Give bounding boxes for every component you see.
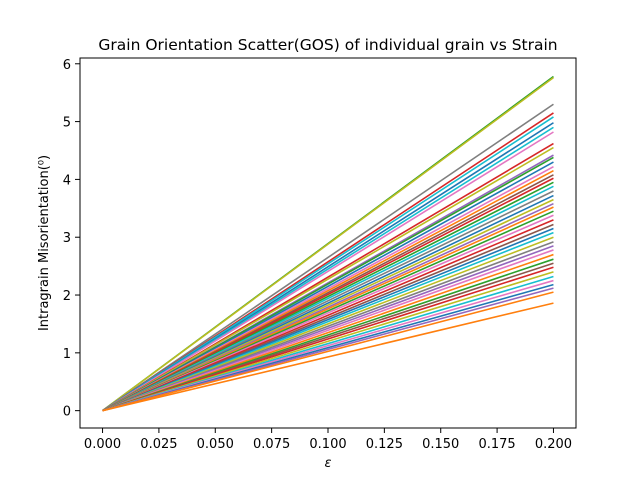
x-axis-label: ε [324, 456, 331, 471]
x-tick-label: 0.100 [309, 437, 346, 452]
x-tick-label: 0.125 [366, 437, 403, 452]
series-layer [102, 75, 554, 412]
chart-title: Grain Orientation Scatter(GOS) of indivi… [98, 36, 557, 54]
series-line-44 [102, 302, 554, 412]
series-line-1 [102, 77, 554, 412]
y-tick-label: 1 [63, 347, 71, 362]
y-axis-label: Intragrain Misorientation(⁰) [37, 155, 52, 331]
y-axis-ticks: 0 1 2 3 4 5 6 [63, 58, 80, 420]
series-line-2 [102, 103, 554, 412]
y-tick-label: 0 [63, 405, 71, 420]
x-tick-label: 0.075 [253, 437, 290, 452]
series-line-43 [102, 291, 554, 412]
y-tick-label: 4 [63, 173, 71, 188]
x-tick-label: 0.025 [140, 437, 177, 452]
y-tick-label: 2 [63, 289, 71, 304]
x-tick-label: 0.200 [535, 437, 572, 452]
y-tick-label: 5 [63, 116, 71, 131]
x-axis-ticks: 0.000 0.025 0.050 0.075 0.100 0.125 0.150 0.175… [84, 428, 572, 452]
series-line-4 [102, 116, 554, 412]
y-tick-label: 6 [63, 58, 71, 73]
x-tick-label: 0.050 [197, 437, 234, 452]
x-tick-label: 0.150 [422, 437, 459, 452]
series-line-7 [102, 131, 554, 412]
series-line-9 [102, 146, 554, 412]
y-tick-label: 3 [63, 231, 71, 246]
x-tick-label: 0.000 [84, 437, 121, 452]
x-tick-label: 0.175 [478, 437, 515, 452]
